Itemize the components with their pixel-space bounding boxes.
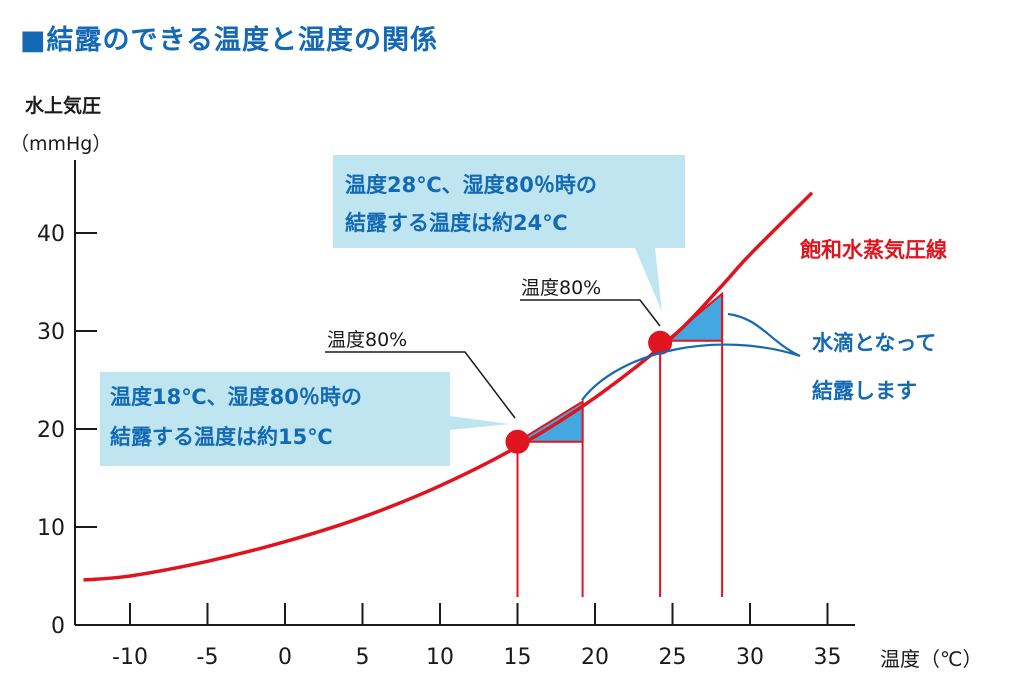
x-tick-label: 10 <box>426 645 454 670</box>
x-tick-label: 5 <box>356 645 370 670</box>
callout-1-line-1: 温度18℃、湿度80％時の <box>110 385 362 409</box>
x-tick-label: 15 <box>504 645 532 670</box>
dew-pointer-line <box>581 312 801 401</box>
dew-annotation-line-2: 結露します <box>812 379 917 403</box>
y-tick-label: 30 <box>37 320 65 345</box>
dew-point-marker <box>648 330 673 355</box>
callout-box-1: 温度18℃、湿度80％時の 結露する温度は約15℃ <box>100 372 510 466</box>
x-tick-label: 30 <box>736 645 764 670</box>
x-tick-label: -5 <box>197 645 219 670</box>
y-tick-label: 20 <box>37 418 65 443</box>
humidity-label-1: 温度80% <box>327 329 407 351</box>
saturation-vapor-pressure-curve <box>83 191 814 582</box>
callout-box-2: 温度28℃、湿度80％時の 結露する温度は約24℃ <box>333 155 685 312</box>
callout-2-line-2: 結露する温度は約24℃ <box>345 211 568 235</box>
y-tick-label: 0 <box>51 614 65 639</box>
dew-point-marker <box>505 429 530 454</box>
y-axis-label-line-2: （mmHg） <box>10 133 111 155</box>
leader-line-2 <box>520 299 661 327</box>
callout-1-line-2: 結露する温度は約15℃ <box>110 425 333 449</box>
dew-annotation-line-1: 水滴となって <box>812 331 936 355</box>
x-tick-label: 20 <box>581 645 609 670</box>
y-tick-label: 10 <box>37 516 65 541</box>
callout-2-line-1: 温度28℃、湿度80％時の <box>345 173 597 197</box>
x-tick-label: -10 <box>112 645 148 670</box>
x-tick-label: 35 <box>814 645 842 670</box>
x-tick-label: 0 <box>278 645 292 670</box>
x-axis-label: 温度（℃） <box>880 647 982 671</box>
humidity-label-2: 温度80% <box>521 277 601 299</box>
y-axis-label-line-1: 水上気圧 <box>25 94 101 117</box>
y-tick-label: 40 <box>37 222 65 247</box>
x-tick-label: 25 <box>659 645 687 670</box>
chart-title: ■結露のできる温度と湿度の関係 <box>20 25 438 56</box>
leader-line-1 <box>325 351 516 419</box>
curve-label: 飽和水蒸気圧線 <box>799 238 947 262</box>
condensation-triangle <box>513 399 584 443</box>
